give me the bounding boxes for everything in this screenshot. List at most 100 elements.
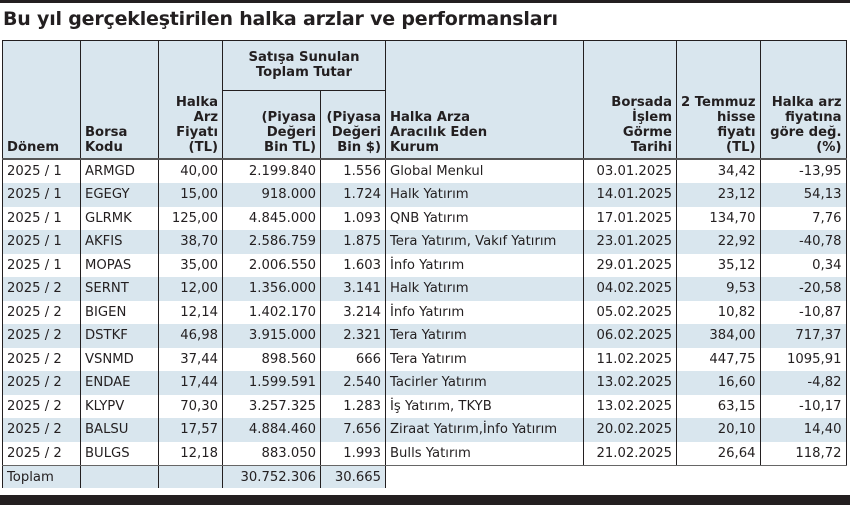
cell-degisim: 1095,91 (759, 347, 847, 371)
cell-hisse: 447,75 (676, 347, 760, 371)
cell-donem: 2025 / 1 (2, 183, 81, 207)
cell-tarih: 04.02.2025 (583, 277, 677, 301)
total-empty (80, 465, 159, 488)
cell-degisim: -10,87 (759, 300, 847, 324)
cell-tl: 1.402.170 (222, 300, 321, 324)
total-empty (676, 465, 760, 488)
cell-donem: 2025 / 2 (2, 347, 81, 371)
cell-tarih: 29.01.2025 (583, 253, 677, 277)
cell-usd: 1.603 (320, 253, 386, 277)
cell-hisse: 26,64 (676, 441, 760, 466)
cell-tl: 2.006.550 (222, 253, 321, 277)
cell-kod: ARMGD (80, 157, 159, 183)
cell-usd: 7.656 (320, 418, 386, 442)
cell-usd: 1.283 (320, 394, 386, 418)
cell-kod: DSTKF (80, 324, 159, 348)
cell-kod: VSNMD (80, 347, 159, 371)
total-usd: 30.665 (320, 465, 386, 488)
cell-fiyat: 17,44 (158, 371, 223, 395)
cell-fiyat: 12,14 (158, 300, 223, 324)
cell-hisse: 35,12 (676, 253, 760, 277)
cell-tarih: 03.01.2025 (583, 157, 677, 183)
cell-donem: 2025 / 1 (2, 157, 81, 183)
cell-usd: 1.875 (320, 230, 386, 254)
cell-degisim: -20,58 (759, 277, 847, 301)
cell-donem: 2025 / 2 (2, 418, 81, 442)
cell-kurum: Halk Yatırım (385, 277, 584, 301)
table-row: 2025 / 2 BIGEN 12,14 1.402.170 3.214 İnfo Yat… (2, 300, 847, 324)
total-empty (583, 465, 677, 488)
cell-kod: EGEGY (80, 183, 159, 207)
cell-kod: MOPAS (80, 253, 159, 277)
cell-degisim: 7,76 (759, 206, 847, 230)
cell-tarih: 11.02.2025 (583, 347, 677, 371)
ipo-table: Dönem Borsa Kodu Halka Arz Fiyatı (TL) Satış… (2, 40, 847, 488)
cell-kurum: Tacirler Yatırım (385, 371, 584, 395)
cell-kurum: Halk Yatırım (385, 183, 584, 207)
cell-tl: 4.884.460 (222, 418, 321, 442)
cell-tarih: 23.01.2025 (583, 230, 677, 254)
cell-degisim: 717,37 (759, 324, 847, 348)
cell-degisim: 54,13 (759, 183, 847, 207)
cell-fiyat: 15,00 (158, 183, 223, 207)
table-row: 2025 / 2 DSTKF 46,98 3.915.000 2.321 Tera Yat… (2, 324, 847, 348)
cell-tl: 3.257.325 (222, 394, 321, 418)
cell-hisse: 23,12 (676, 183, 760, 207)
page-title: Bu yıl gerçekleştirilen halka arzlar ve … (3, 8, 558, 30)
cell-kurum: İnfo Yatırım (385, 253, 584, 277)
cell-tl: 2.199.840 (222, 157, 321, 183)
cell-usd: 2.321 (320, 324, 386, 348)
cell-kod: KLYPV (80, 394, 159, 418)
cell-fiyat: 40,00 (158, 157, 223, 183)
cell-fiyat: 17,57 (158, 418, 223, 442)
cell-kod: GLRMK (80, 206, 159, 230)
header-kurum: Halka Arza Aracılık Eden Kurum (385, 40, 584, 159)
header-tarih: Borsada İşlem Görme Tarihi (583, 40, 677, 159)
cell-hisse: 20,10 (676, 418, 760, 442)
total-empty (385, 465, 584, 488)
table-row: 2025 / 2 KLYPV 70,30 3.257.325 1.283 İş Yatır… (2, 394, 847, 418)
cell-degisim: 14,40 (759, 418, 847, 442)
cell-tl: 898.560 (222, 347, 321, 371)
table-row: 2025 / 2 BALSU 17,57 4.884.460 7.656 Ziraat Y… (2, 418, 847, 442)
cell-kurum: Tera Yatırım, Vakıf Yatırım (385, 230, 584, 254)
cell-donem: 2025 / 2 (2, 277, 81, 301)
cell-tl: 883.050 (222, 441, 321, 466)
cell-usd: 1.556 (320, 157, 386, 183)
cell-tarih: 21.02.2025 (583, 441, 677, 466)
cell-hisse: 384,00 (676, 324, 760, 348)
cell-fiyat: 35,00 (158, 253, 223, 277)
bottom-rule (0, 495, 850, 505)
cell-donem: 2025 / 2 (2, 394, 81, 418)
cell-kod: ENDAE (80, 371, 159, 395)
cell-hisse: 134,70 (676, 206, 760, 230)
cell-usd: 2.540 (320, 371, 386, 395)
cell-donem: 2025 / 2 (2, 300, 81, 324)
table-row: 2025 / 2 SERNT 12,00 1.356.000 3.141 Halk Yat… (2, 277, 847, 301)
cell-usd: 1.093 (320, 206, 386, 230)
cell-degisim: -40,78 (759, 230, 847, 254)
table-row: 2025 / 2 ENDAE 17,44 1.599.591 2.540 Tacirler… (2, 371, 847, 395)
table-row: 2025 / 2 BULGS 12,18 883.050 1.993 Bulls Yatı… (2, 441, 847, 466)
table-row: 2025 / 1 EGEGY 15,00 918.000 1.724 Halk Yatır… (2, 183, 847, 207)
cell-donem: 2025 / 1 (2, 206, 81, 230)
cell-donem: 2025 / 2 (2, 441, 81, 466)
cell-kurum: İş Yatırım, TKYB (385, 394, 584, 418)
cell-usd: 666 (320, 347, 386, 371)
cell-tarih: 06.02.2025 (583, 324, 677, 348)
cell-donem: 2025 / 2 (2, 324, 81, 348)
cell-tarih: 13.02.2025 (583, 371, 677, 395)
cell-fiyat: 46,98 (158, 324, 223, 348)
cell-usd: 3.141 (320, 277, 386, 301)
cell-kurum: Tera Yatırım (385, 347, 584, 371)
header-borsa-kodu: Borsa Kodu (80, 40, 159, 159)
header-degisim: Halka arz fiyatına göre değ. (%) (759, 40, 847, 159)
header-piyasa-tl: (Piyasa Değeri Bin TL) (222, 90, 321, 159)
cell-fiyat: 38,70 (158, 230, 223, 254)
cell-kurum: Global Menkul (385, 157, 584, 183)
cell-donem: 2025 / 1 (2, 253, 81, 277)
cell-tl: 4.845.000 (222, 206, 321, 230)
table-row: 2025 / 1 MOPAS 35,00 2.006.550 1.603 İnfo Yat… (2, 253, 847, 277)
cell-hisse: 16,60 (676, 371, 760, 395)
header-halka-arz-fiyati: Halka Arz Fiyatı (TL) (158, 40, 223, 159)
